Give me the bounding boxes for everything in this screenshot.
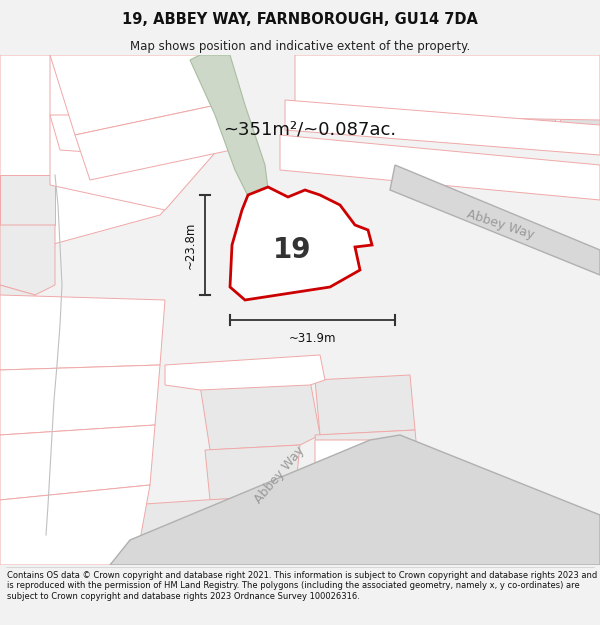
Polygon shape [0, 295, 165, 370]
Polygon shape [0, 395, 28, 450]
Polygon shape [390, 165, 600, 275]
Polygon shape [570, 55, 600, 87]
Polygon shape [280, 135, 600, 200]
Polygon shape [510, 110, 557, 143]
Polygon shape [0, 425, 155, 500]
Polygon shape [50, 115, 130, 155]
Text: ~351m²/~0.087ac.: ~351m²/~0.087ac. [223, 121, 397, 139]
Polygon shape [355, 55, 400, 97]
Polygon shape [200, 380, 320, 450]
Text: Abbey Way: Abbey Way [464, 208, 535, 242]
Text: 19: 19 [273, 236, 311, 264]
Text: Map shows position and indicative extent of the property.: Map shows position and indicative extent… [130, 39, 470, 52]
Polygon shape [50, 55, 240, 135]
Polygon shape [295, 55, 600, 120]
Polygon shape [515, 55, 570, 93]
Polygon shape [405, 55, 455, 100]
Polygon shape [0, 365, 160, 435]
Polygon shape [50, 55, 235, 210]
Polygon shape [0, 175, 55, 225]
Polygon shape [315, 375, 415, 435]
Polygon shape [0, 345, 30, 400]
Text: 19, ABBEY WAY, FARNBOROUGH, GU14 7DA: 19, ABBEY WAY, FARNBOROUGH, GU14 7DA [122, 12, 478, 27]
Polygon shape [130, 495, 295, 540]
Polygon shape [75, 100, 255, 180]
Text: ~23.8m: ~23.8m [184, 221, 197, 269]
Polygon shape [460, 107, 508, 140]
Polygon shape [370, 103, 413, 135]
Polygon shape [0, 485, 150, 565]
Polygon shape [285, 100, 600, 155]
Text: Contains OS data © Crown copyright and database right 2021. This information is : Contains OS data © Crown copyright and d… [7, 571, 598, 601]
Text: ~31.9m: ~31.9m [289, 332, 336, 345]
Polygon shape [415, 105, 458, 137]
Polygon shape [310, 55, 350, 95]
Polygon shape [230, 187, 372, 300]
Polygon shape [205, 445, 300, 500]
Polygon shape [0, 225, 55, 295]
Polygon shape [0, 55, 230, 245]
Text: Abbey Way: Abbey Way [253, 444, 308, 506]
Polygon shape [190, 55, 270, 210]
Polygon shape [315, 430, 420, 490]
Polygon shape [110, 435, 600, 565]
Polygon shape [80, 55, 190, 115]
Polygon shape [165, 355, 325, 390]
Polygon shape [460, 55, 515, 97]
Polygon shape [315, 440, 420, 535]
Polygon shape [0, 285, 35, 350]
Polygon shape [560, 113, 600, 145]
